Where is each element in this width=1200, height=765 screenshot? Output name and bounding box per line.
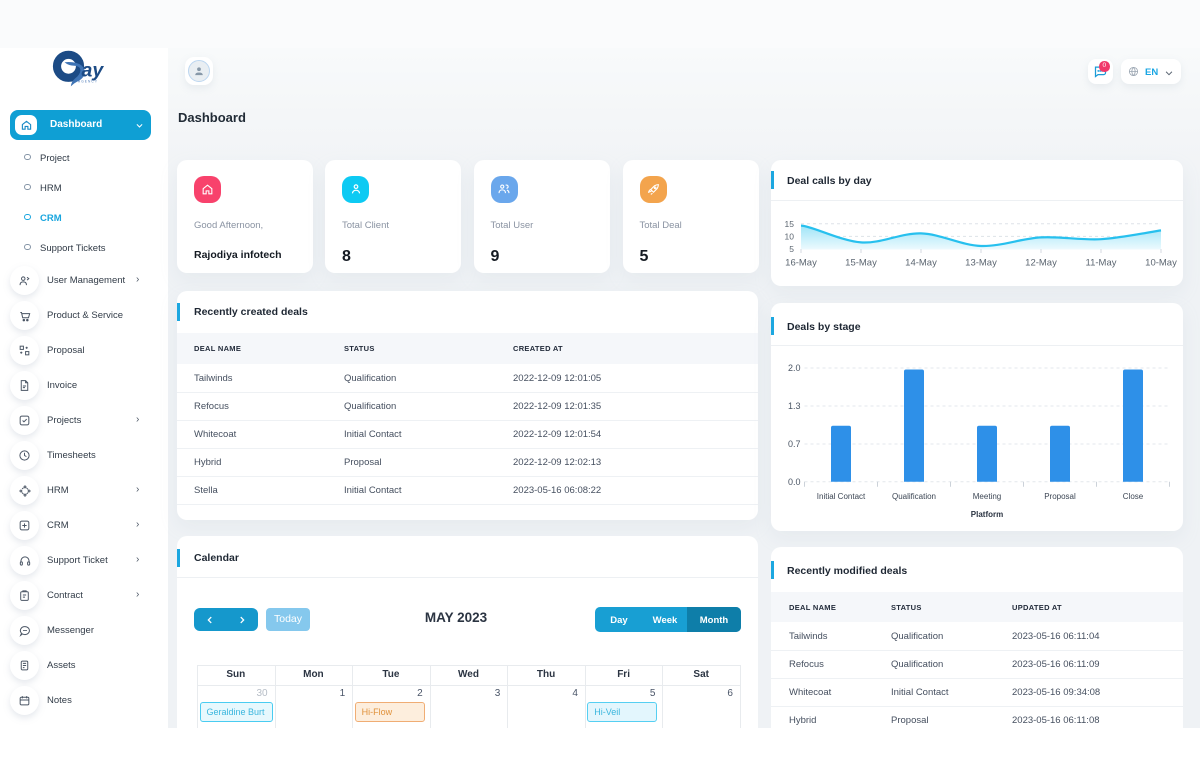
svg-text:AGENCY: AGENCY	[78, 80, 98, 84]
svg-text:Initial Contact: Initial Contact	[817, 492, 866, 501]
svg-text:Qualification: Qualification	[892, 492, 936, 501]
svg-text:ay: ay	[82, 60, 105, 82]
svg-text:11-May: 11-May	[1086, 258, 1117, 269]
svg-text:15: 15	[785, 219, 795, 229]
svg-text:15-May: 15-May	[845, 258, 877, 269]
svg-text:0.0: 0.0	[788, 477, 801, 487]
svg-text:5: 5	[789, 244, 794, 254]
svg-text:0.7: 0.7	[788, 439, 801, 449]
svg-text:10: 10	[785, 231, 795, 241]
svg-text:14-May: 14-May	[905, 258, 937, 269]
svg-text:13-May: 13-May	[965, 258, 997, 269]
svg-text:Meeting: Meeting	[973, 492, 1001, 501]
svg-text:Proposal: Proposal	[1044, 492, 1076, 501]
svg-text:Close: Close	[1123, 492, 1144, 501]
svg-text:16-May: 16-May	[785, 258, 817, 269]
svg-text:10-May: 10-May	[1145, 258, 1177, 269]
svg-text:12-May: 12-May	[1025, 258, 1057, 269]
svg-text:Platform: Platform	[971, 510, 1003, 519]
svg-text:2.0: 2.0	[788, 363, 801, 373]
svg-text:1.3: 1.3	[788, 401, 801, 411]
